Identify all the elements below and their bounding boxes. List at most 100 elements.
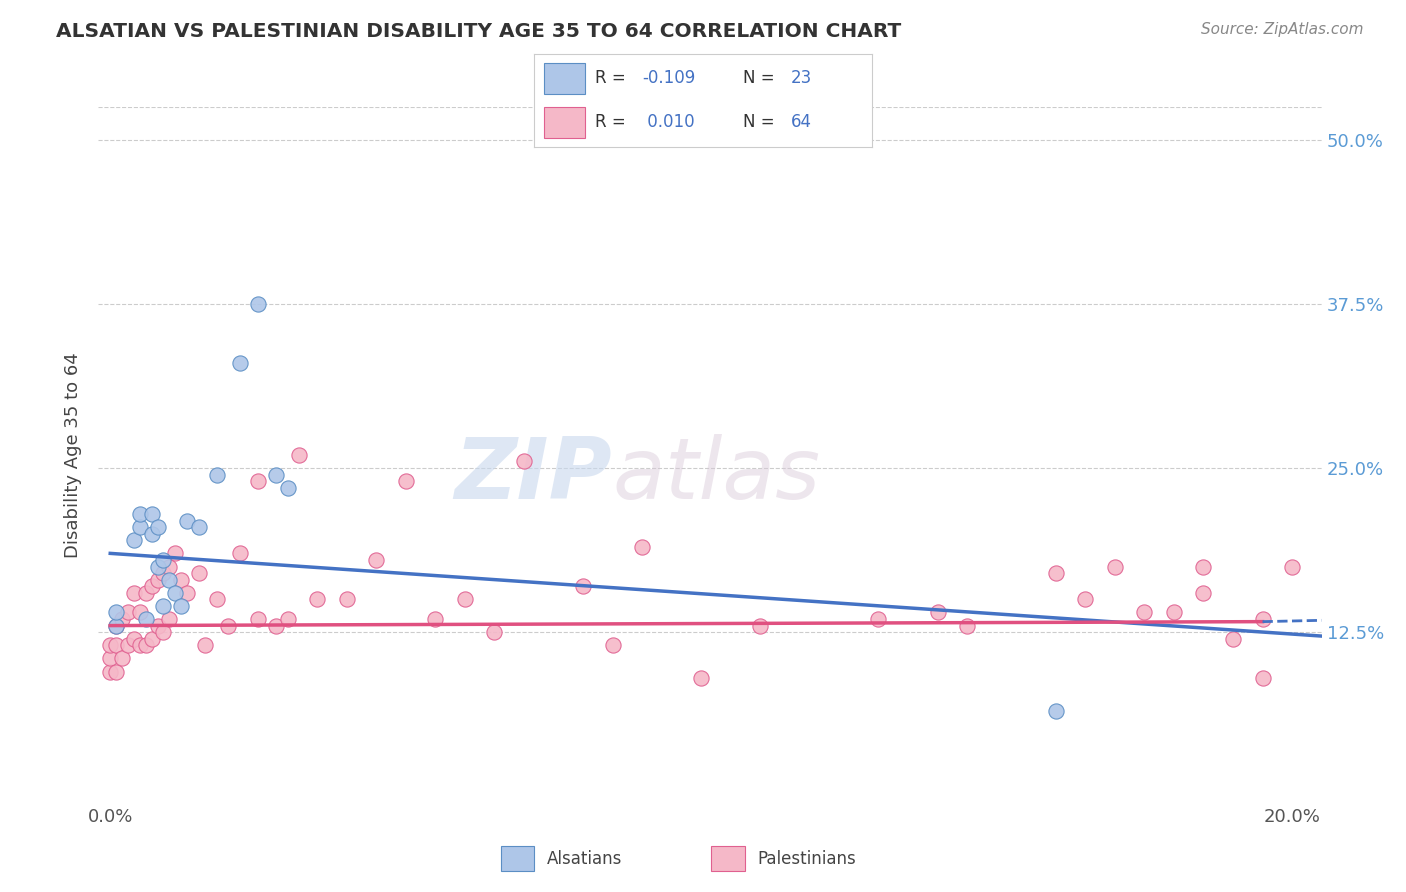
Text: atlas: atlas (612, 434, 820, 517)
Text: Alsatians: Alsatians (547, 849, 623, 868)
Point (1192, 559, 1215, 574)
Point (135, 586, 157, 600)
Point (152, 625, 174, 640)
Point (690, 671, 713, 685)
Point (1222, 632, 1244, 646)
Point (135, 638, 157, 652)
Point (122, 533, 145, 548)
Point (128, 507, 150, 521)
Point (165, 546, 187, 560)
Point (454, 592, 477, 607)
Point (170, 599, 193, 613)
Point (1104, 559, 1126, 574)
Text: R =: R = (595, 70, 631, 87)
Text: -0.109: -0.109 (643, 70, 696, 87)
Point (1251, 671, 1274, 685)
Text: 64: 64 (790, 113, 811, 131)
Point (229, 356, 252, 370)
Point (98, 638, 121, 652)
Point (141, 526, 163, 541)
Point (176, 586, 198, 600)
Point (1192, 586, 1215, 600)
Point (572, 579, 595, 593)
Text: R =: R = (595, 113, 631, 131)
FancyBboxPatch shape (544, 63, 585, 94)
FancyBboxPatch shape (501, 847, 534, 871)
Point (146, 559, 169, 574)
Point (288, 448, 311, 462)
Point (366, 553, 388, 567)
Point (1281, 559, 1303, 574)
FancyBboxPatch shape (544, 107, 585, 138)
Point (631, 540, 654, 554)
Point (141, 507, 163, 521)
Text: 23: 23 (790, 70, 813, 87)
Point (105, 618, 128, 632)
Point (217, 618, 239, 632)
Point (165, 586, 187, 600)
Point (152, 566, 174, 580)
Point (264, 618, 287, 632)
Point (425, 612, 447, 626)
Point (157, 559, 180, 574)
Text: Source: ZipAtlas.com: Source: ZipAtlas.com (1201, 22, 1364, 37)
Point (1251, 612, 1274, 626)
Point (128, 520, 150, 534)
Point (927, 606, 949, 620)
FancyBboxPatch shape (711, 847, 745, 871)
Point (749, 618, 772, 632)
Point (105, 606, 128, 620)
Point (246, 612, 269, 626)
Point (229, 546, 252, 560)
Point (176, 514, 198, 528)
Point (98, 651, 121, 665)
Point (146, 520, 169, 534)
Point (157, 612, 180, 626)
Point (1163, 606, 1185, 620)
Text: Palestinians: Palestinians (758, 849, 856, 868)
Y-axis label: Disability Age 35 to 64: Disability Age 35 to 64 (65, 352, 83, 558)
Point (1045, 566, 1067, 580)
Point (105, 665, 128, 679)
Point (205, 467, 228, 482)
Point (152, 553, 174, 567)
Point (128, 606, 150, 620)
Point (170, 573, 193, 587)
Point (1074, 592, 1097, 607)
Point (484, 625, 506, 640)
Point (128, 638, 150, 652)
Point (602, 638, 624, 652)
Point (146, 618, 169, 632)
Point (205, 592, 228, 607)
Text: N =: N = (744, 70, 780, 87)
Text: ALSATIAN VS PALESTINIAN DISABILITY AGE 35 TO 64 CORRELATION CHART: ALSATIAN VS PALESTINIAN DISABILITY AGE 3… (56, 22, 901, 41)
Point (956, 618, 979, 632)
Point (135, 612, 157, 626)
Point (117, 638, 139, 652)
Text: 0.010: 0.010 (643, 113, 695, 131)
Point (111, 612, 134, 626)
Point (1045, 704, 1067, 718)
Point (187, 520, 209, 534)
Point (395, 474, 418, 488)
Point (105, 618, 128, 632)
Point (194, 638, 217, 652)
Point (157, 573, 180, 587)
Point (336, 592, 359, 607)
Point (152, 599, 174, 613)
Point (1133, 606, 1156, 620)
Point (307, 592, 329, 607)
Point (122, 632, 145, 646)
Point (187, 566, 209, 580)
Point (276, 612, 298, 626)
Text: ZIP: ZIP (454, 434, 612, 517)
Point (141, 579, 163, 593)
Text: N =: N = (744, 113, 780, 131)
Point (868, 612, 890, 626)
Point (122, 586, 145, 600)
Point (117, 606, 139, 620)
Point (146, 573, 169, 587)
Point (246, 297, 269, 311)
Point (111, 651, 134, 665)
Point (246, 474, 269, 488)
